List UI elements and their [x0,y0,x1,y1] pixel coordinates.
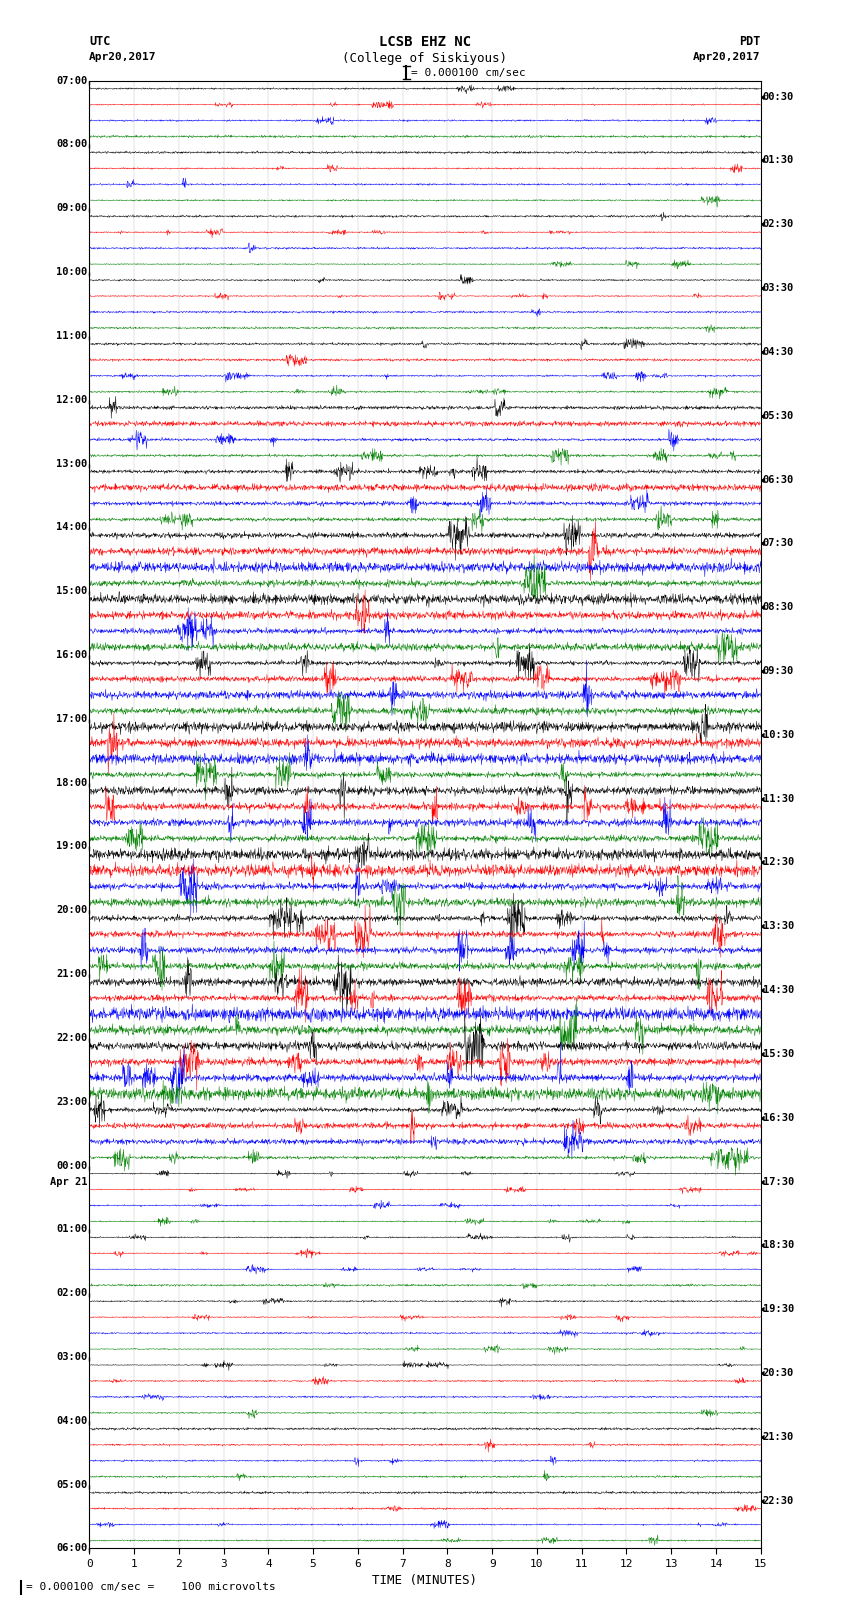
Text: 02:30: 02:30 [762,219,794,229]
Text: 08:00: 08:00 [56,139,88,150]
Text: 14:00: 14:00 [56,523,88,532]
Text: 05:00: 05:00 [56,1479,88,1490]
Text: 12:30: 12:30 [762,858,794,868]
Text: Apr20,2017: Apr20,2017 [694,52,761,61]
Text: 04:00: 04:00 [56,1416,88,1426]
Text: 02:00: 02:00 [56,1289,88,1298]
Text: 18:00: 18:00 [56,777,88,787]
Text: 19:00: 19:00 [56,842,88,852]
Text: 23:00: 23:00 [56,1097,88,1107]
Text: 22:00: 22:00 [56,1032,88,1044]
Text: 03:30: 03:30 [762,282,794,294]
Text: 22:30: 22:30 [762,1495,794,1505]
Text: 00:30: 00:30 [762,92,794,102]
Text: 18:30: 18:30 [762,1240,794,1250]
Text: 17:30: 17:30 [762,1176,794,1187]
Text: 17:00: 17:00 [56,715,88,724]
Text: 03:00: 03:00 [56,1352,88,1361]
Text: = 0.000100 cm/sec =    100 microvolts: = 0.000100 cm/sec = 100 microvolts [26,1582,275,1592]
Text: PDT: PDT [740,35,761,48]
Text: 21:00: 21:00 [56,969,88,979]
Text: 01:30: 01:30 [762,155,794,166]
Text: 05:30: 05:30 [762,411,794,421]
Text: 10:00: 10:00 [56,268,88,277]
Text: 01:00: 01:00 [56,1224,88,1234]
Text: 12:00: 12:00 [56,395,88,405]
Text: 19:30: 19:30 [762,1305,794,1315]
Text: 15:30: 15:30 [762,1048,794,1058]
Text: 11:30: 11:30 [762,794,794,803]
Text: 07:30: 07:30 [762,539,794,548]
Text: 09:30: 09:30 [762,666,794,676]
Text: 09:00: 09:00 [56,203,88,213]
Text: LCSB EHZ NC: LCSB EHZ NC [379,35,471,50]
Text: = 0.000100 cm/sec: = 0.000100 cm/sec [411,68,526,77]
Text: 16:30: 16:30 [762,1113,794,1123]
Text: 20:30: 20:30 [762,1368,794,1378]
Text: 06:30: 06:30 [762,474,794,484]
Text: 00:00: 00:00 [56,1161,88,1171]
Text: 13:00: 13:00 [56,458,88,468]
Text: 21:30: 21:30 [762,1432,794,1442]
Text: 13:30: 13:30 [762,921,794,931]
Text: 15:00: 15:00 [56,586,88,597]
Text: (College of Siskiyous): (College of Siskiyous) [343,52,507,65]
Text: UTC: UTC [89,35,110,48]
X-axis label: TIME (MINUTES): TIME (MINUTES) [372,1574,478,1587]
Text: 14:30: 14:30 [762,986,794,995]
Text: 04:30: 04:30 [762,347,794,356]
Text: Apr20,2017: Apr20,2017 [89,52,156,61]
Text: 08:30: 08:30 [762,602,794,613]
Text: 20:00: 20:00 [56,905,88,915]
Text: 11:00: 11:00 [56,331,88,340]
Text: 10:30: 10:30 [762,729,794,740]
Text: 07:00: 07:00 [56,76,88,85]
Text: Apr 21: Apr 21 [50,1177,88,1187]
Text: 16:00: 16:00 [56,650,88,660]
Text: 06:00: 06:00 [56,1544,88,1553]
